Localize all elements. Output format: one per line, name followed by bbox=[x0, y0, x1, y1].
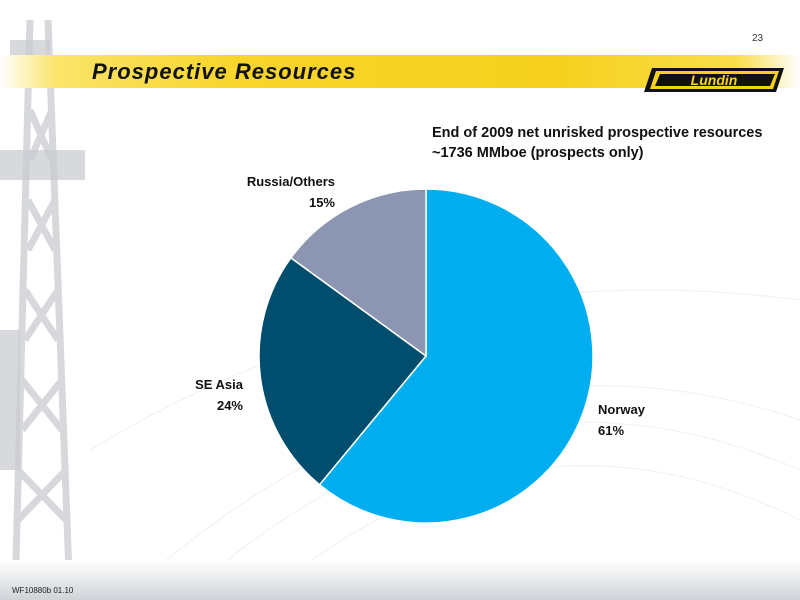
slice-label-value: 61% bbox=[598, 423, 624, 438]
footer-code: WF10880b 01.10 bbox=[12, 586, 74, 595]
slice-label-value: 15% bbox=[309, 195, 335, 210]
chart-title-line-2: ~1736 MMboe (prospects only) bbox=[432, 145, 644, 161]
pie-slice-se-asia bbox=[258, 256, 428, 486]
pie-slice-russia-others bbox=[289, 188, 427, 358]
slide-title: Prospective Resources bbox=[92, 59, 357, 84]
slice-label-name: SE Asia bbox=[195, 377, 244, 392]
footer-band bbox=[0, 560, 800, 600]
chart-title: End of 2009 net unrisked prospective res… bbox=[432, 123, 762, 163]
svg-text:Lundin: Lundin bbox=[691, 72, 738, 88]
chart-title-line-1: End of 2009 net unrisked prospective res… bbox=[432, 125, 763, 141]
lundin-logo: Lundin bbox=[644, 68, 784, 92]
slice-label-name: Russia/Others bbox=[247, 174, 335, 189]
pie-slice-norway bbox=[318, 188, 594, 524]
page-number: 23 bbox=[752, 33, 764, 44]
slice-label-name: Norway bbox=[598, 402, 646, 417]
slice-label-value: 24% bbox=[217, 398, 243, 413]
